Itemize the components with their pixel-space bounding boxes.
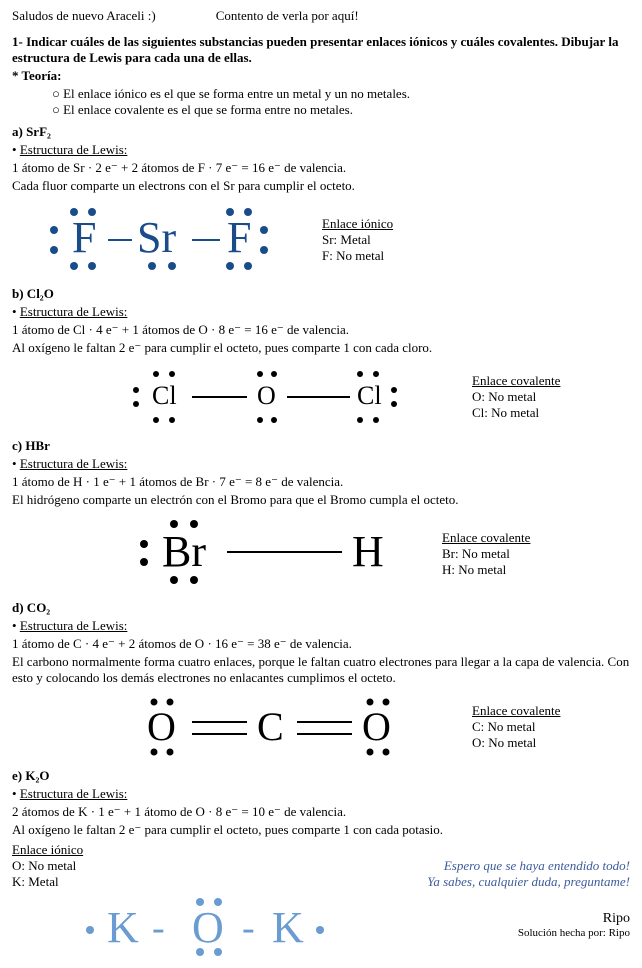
c-bond-type: Enlace covalente xyxy=(442,530,530,546)
d-bond-info: Enlace covalente C: No metal O: No metal xyxy=(472,703,560,751)
lewis-co2: O C O xyxy=(92,692,452,762)
a-calc: 1 átomo de Sr · 2 e⁻ + 2 átomos de F · 7… xyxy=(12,160,630,176)
svg-text:H: H xyxy=(352,527,384,576)
svg-text:O: O xyxy=(192,903,224,952)
svg-text:-: - xyxy=(242,907,255,949)
d-el2: O: No metal xyxy=(472,735,560,751)
c-desc: El hidrógeno comparte un electrón con el… xyxy=(12,492,630,508)
theory-line-1: El enlace iónico es el que se forma entr… xyxy=(52,86,630,102)
e-bond-info: Enlace iónico O: No metal K: Metal xyxy=(12,842,83,890)
theory-label: * Teoría: xyxy=(12,68,630,84)
svg-text:O: O xyxy=(257,381,276,410)
credit-name: Ripo xyxy=(609,927,630,939)
d-el1: C: No metal xyxy=(472,719,560,735)
footer-line1: Espero que se haya entendido todo! xyxy=(427,858,630,874)
lewis-k2o: K O K -- xyxy=(52,890,352,960)
svg-text:Br: Br xyxy=(162,527,206,576)
svg-text:F: F xyxy=(227,213,251,262)
greeting-right: Contento de verla por aquí! xyxy=(216,8,359,24)
svg-text:O: O xyxy=(362,704,391,749)
e-bond-type: Enlace iónico xyxy=(12,842,83,858)
footer-notes: Espero que se haya entendido todo! Ya sa… xyxy=(427,858,630,890)
b-bond-type: Enlace covalente xyxy=(472,373,560,389)
c-el2: H: No metal xyxy=(442,562,530,578)
b-title: b) Cl₂O xyxy=(12,286,630,302)
section-b: b) Cl₂O • Estructura de Lewis: 1 átomo d… xyxy=(12,286,630,432)
e-struct-label: Estructura de Lewis: xyxy=(20,786,128,801)
theory-line-2: El enlace covalente es el que se forma e… xyxy=(52,102,630,118)
svg-text:Cl: Cl xyxy=(357,381,382,410)
svg-text:F: F xyxy=(72,213,96,262)
lewis-hbr: Br H xyxy=(92,514,422,594)
e-title: e) K₂O xyxy=(12,768,630,784)
b-el2: Cl: No metal xyxy=(472,405,560,421)
b-struct-label: Estructura de Lewis: xyxy=(20,304,128,319)
d-bond-type: Enlace covalente xyxy=(472,703,560,719)
d-title: d) CO₂ xyxy=(12,600,630,616)
section-d: d) CO₂ • Estructura de Lewis: 1 átomo de… xyxy=(12,600,630,762)
b-el1: O: No metal xyxy=(472,389,560,405)
d-calc: 1 átomo de C · 4 e⁻ + 2 átomos de O · 16… xyxy=(12,636,630,652)
svg-text:C: C xyxy=(257,704,284,749)
b-calc: 1 átomo de Cl · 4 e⁻ + 1 átomos de O · 8… xyxy=(12,322,630,338)
a-el1: Sr: Metal xyxy=(322,232,393,248)
d-desc: El carbono normalmente forma cuatro enla… xyxy=(12,654,630,686)
e-el2: K: Metal xyxy=(12,874,83,890)
c-bond-info: Enlace covalente Br: No metal H: No meta… xyxy=(442,530,530,578)
svg-text:K: K xyxy=(272,903,304,952)
c-el1: Br: No metal xyxy=(442,546,530,562)
a-title: a) SrF₂ xyxy=(12,124,630,140)
signature-block: Ripo Solución hecha por: Ripo xyxy=(518,911,630,939)
c-title: c) HBr xyxy=(12,438,630,454)
e-desc: Al oxígeno le faltan 2 e⁻ para cumplir e… xyxy=(12,822,630,838)
e-el1: O: No metal xyxy=(12,858,83,874)
svg-text:Sr: Sr xyxy=(137,213,176,262)
a-bond-info: Enlace iónico Sr: Metal F: No metal xyxy=(322,216,393,264)
b-bond-info: Enlace covalente O: No metal Cl: No meta… xyxy=(472,373,560,421)
a-el2: F: No metal xyxy=(322,248,393,264)
section-e: e) K₂O • Estructura de Lewis: 2 átomos d… xyxy=(12,768,630,960)
svg-text:-: - xyxy=(152,907,165,949)
a-struct-label: Estructura de Lewis: xyxy=(20,142,128,157)
a-desc: Cada fluor comparte un electrons con el … xyxy=(12,178,630,194)
svg-text:K: K xyxy=(107,903,139,952)
c-calc: 1 átomo de H · 1 e⁻ + 1 átomos de Br · 7… xyxy=(12,474,630,490)
d-struct-label: Estructura de Lewis: xyxy=(20,618,128,633)
credit-label: Solución hecha por: xyxy=(518,927,606,939)
section-a: a) SrF₂ • Estructura de Lewis: 1 átomo d… xyxy=(12,124,630,280)
svg-text:Cl: Cl xyxy=(152,381,177,410)
signature-name: Ripo xyxy=(518,911,630,927)
lewis-cl2o: Cl O Cl xyxy=(92,362,452,432)
greeting-left: Saludos de nuevo Araceli :) xyxy=(12,8,156,24)
footer-line2: Ya sabes, cualquier duda, preguntame! xyxy=(427,874,630,890)
section-c: c) HBr • Estructura de Lewis: 1 átomo de… xyxy=(12,438,630,594)
header-greeting: Saludos de nuevo Araceli :) Contento de … xyxy=(12,8,630,24)
c-struct-label: Estructura de Lewis: xyxy=(20,456,128,471)
lewis-srf2: F Sr F xyxy=(12,200,302,280)
question-text: 1- Indicar cuáles de las siguientes subs… xyxy=(12,34,630,66)
svg-text:O: O xyxy=(147,704,176,749)
b-desc: Al oxígeno le faltan 2 e⁻ para cumplir e… xyxy=(12,340,630,356)
a-bond-type: Enlace iónico xyxy=(322,216,393,232)
theory-list: El enlace iónico es el que se forma entr… xyxy=(52,86,630,118)
e-calc: 2 átomos de K · 1 e⁻ + 1 átomo de O · 8 … xyxy=(12,804,630,820)
